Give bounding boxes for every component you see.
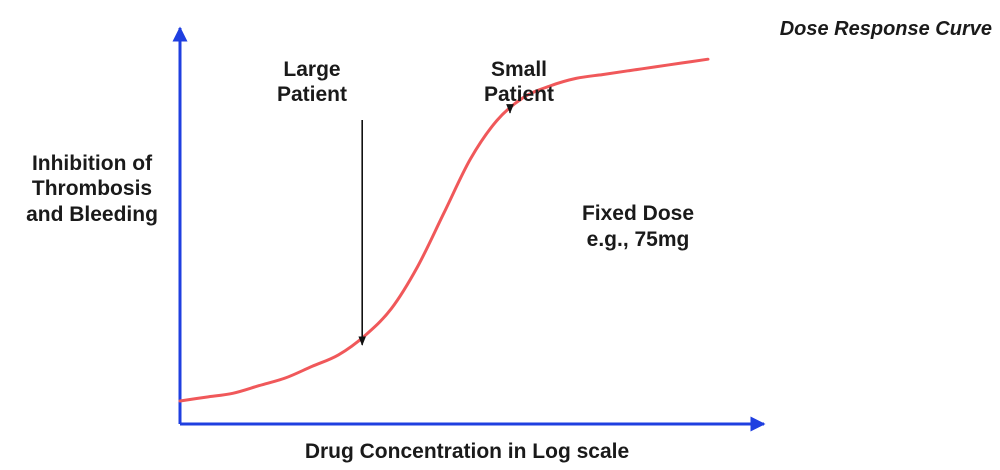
x-axis-label: Drug Concentration in Log scale (305, 440, 629, 463)
y-axis-label-line-1: Inhibition of (32, 152, 153, 175)
small-patient-label-line-2: Patient (484, 83, 554, 106)
y-axis-label-line-2: Thrombosis (32, 177, 152, 200)
fixed-dose-label-line-2: e.g., 75mg (587, 228, 690, 251)
series-curve (178, 57, 710, 403)
small-patient-label-line-1: Small (491, 58, 547, 81)
y-axis-label-line-3: and Bleeding (26, 203, 158, 226)
chart-title: Dose Response Curve (780, 18, 992, 40)
large-patient-label-line-2: Patient (277, 83, 347, 106)
fixed-dose-label-line-1: Fixed Dose (582, 202, 694, 225)
large-patient-label-line-1: Large (283, 58, 340, 81)
